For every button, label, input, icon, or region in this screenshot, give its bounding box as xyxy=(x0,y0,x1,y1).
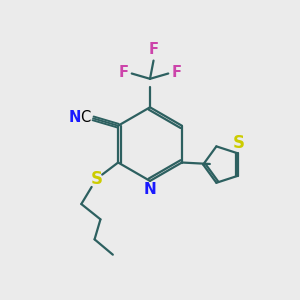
Text: F: F xyxy=(149,42,159,57)
Text: S: S xyxy=(232,134,244,152)
Text: N: N xyxy=(144,182,156,197)
Text: F: F xyxy=(118,65,128,80)
Text: N: N xyxy=(68,110,81,125)
Text: C: C xyxy=(80,110,91,125)
Text: F: F xyxy=(172,65,182,80)
Text: S: S xyxy=(91,170,103,188)
